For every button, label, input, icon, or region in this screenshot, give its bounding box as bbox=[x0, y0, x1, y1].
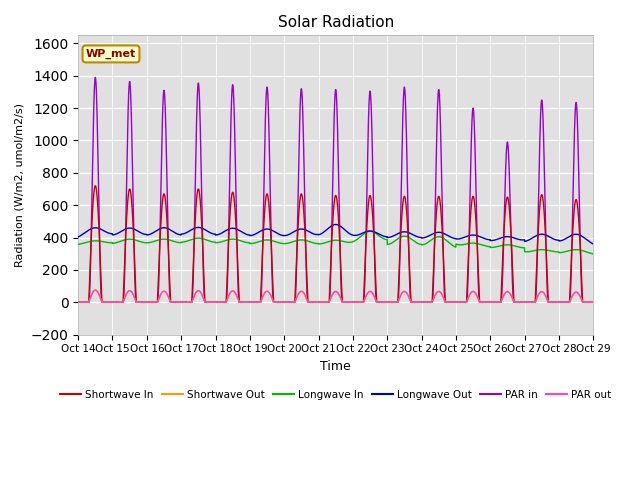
PAR in bbox=[316, 300, 324, 305]
Longwave In bbox=[589, 251, 597, 257]
Longwave In bbox=[366, 228, 374, 234]
Longwave Out bbox=[480, 236, 488, 241]
Longwave Out bbox=[422, 234, 430, 240]
Text: WP_met: WP_met bbox=[86, 49, 136, 59]
Shortwave Out bbox=[480, 300, 488, 305]
Longwave In bbox=[480, 243, 488, 249]
Line: Shortwave Out: Shortwave Out bbox=[78, 290, 593, 302]
Shortwave Out bbox=[167, 300, 175, 305]
Y-axis label: Radiation (W/m2, umol/m2/s): Radiation (W/m2, umol/m2/s) bbox=[15, 103, 25, 267]
Longwave In bbox=[451, 244, 459, 250]
Shortwave Out bbox=[451, 300, 459, 305]
Longwave In bbox=[167, 238, 175, 243]
Shortwave In bbox=[451, 300, 459, 305]
Line: Longwave Out: Longwave Out bbox=[78, 225, 593, 244]
Shortwave In bbox=[589, 300, 596, 305]
Longwave In bbox=[316, 241, 324, 247]
Shortwave In bbox=[480, 300, 488, 305]
PAR out bbox=[480, 300, 488, 305]
PAR in bbox=[92, 74, 99, 80]
Longwave Out bbox=[589, 241, 596, 247]
PAR in bbox=[589, 300, 596, 305]
PAR out bbox=[316, 300, 324, 305]
Shortwave In bbox=[92, 183, 99, 189]
Shortwave In bbox=[589, 300, 597, 305]
Shortwave Out bbox=[92, 287, 99, 293]
PAR out bbox=[92, 287, 99, 293]
Shortwave In bbox=[316, 300, 324, 305]
Shortwave In bbox=[74, 300, 82, 305]
Legend: Shortwave In, Shortwave Out, Longwave In, Longwave Out, PAR in, PAR out: Shortwave In, Shortwave Out, Longwave In… bbox=[56, 386, 616, 404]
Longwave Out bbox=[451, 236, 459, 241]
PAR out bbox=[589, 300, 597, 305]
Longwave Out bbox=[316, 231, 324, 237]
Line: Shortwave In: Shortwave In bbox=[78, 186, 593, 302]
PAR out bbox=[74, 300, 82, 305]
PAR in bbox=[167, 300, 175, 305]
PAR out bbox=[589, 300, 596, 305]
PAR in bbox=[480, 300, 488, 305]
PAR out bbox=[451, 300, 459, 305]
Shortwave Out bbox=[316, 300, 324, 305]
PAR out bbox=[167, 300, 175, 305]
Longwave Out bbox=[589, 241, 597, 247]
Shortwave Out bbox=[74, 300, 82, 305]
Longwave In bbox=[74, 241, 82, 247]
PAR out bbox=[422, 300, 430, 305]
Shortwave In bbox=[422, 300, 430, 305]
Line: PAR out: PAR out bbox=[78, 290, 593, 302]
Longwave In bbox=[589, 251, 596, 257]
Longwave Out bbox=[332, 222, 339, 228]
Title: Solar Radiation: Solar Radiation bbox=[278, 15, 394, 30]
X-axis label: Time: Time bbox=[321, 360, 351, 373]
Line: PAR in: PAR in bbox=[78, 77, 593, 302]
PAR in bbox=[451, 300, 459, 305]
Line: Longwave In: Longwave In bbox=[78, 231, 593, 254]
Shortwave Out bbox=[589, 300, 596, 305]
PAR in bbox=[589, 300, 597, 305]
Shortwave Out bbox=[422, 300, 430, 305]
Longwave Out bbox=[74, 234, 82, 240]
PAR in bbox=[74, 300, 82, 305]
Longwave In bbox=[422, 240, 430, 246]
Shortwave Out bbox=[589, 300, 597, 305]
Shortwave In bbox=[167, 300, 175, 305]
Longwave Out bbox=[167, 227, 175, 233]
PAR in bbox=[422, 300, 430, 305]
